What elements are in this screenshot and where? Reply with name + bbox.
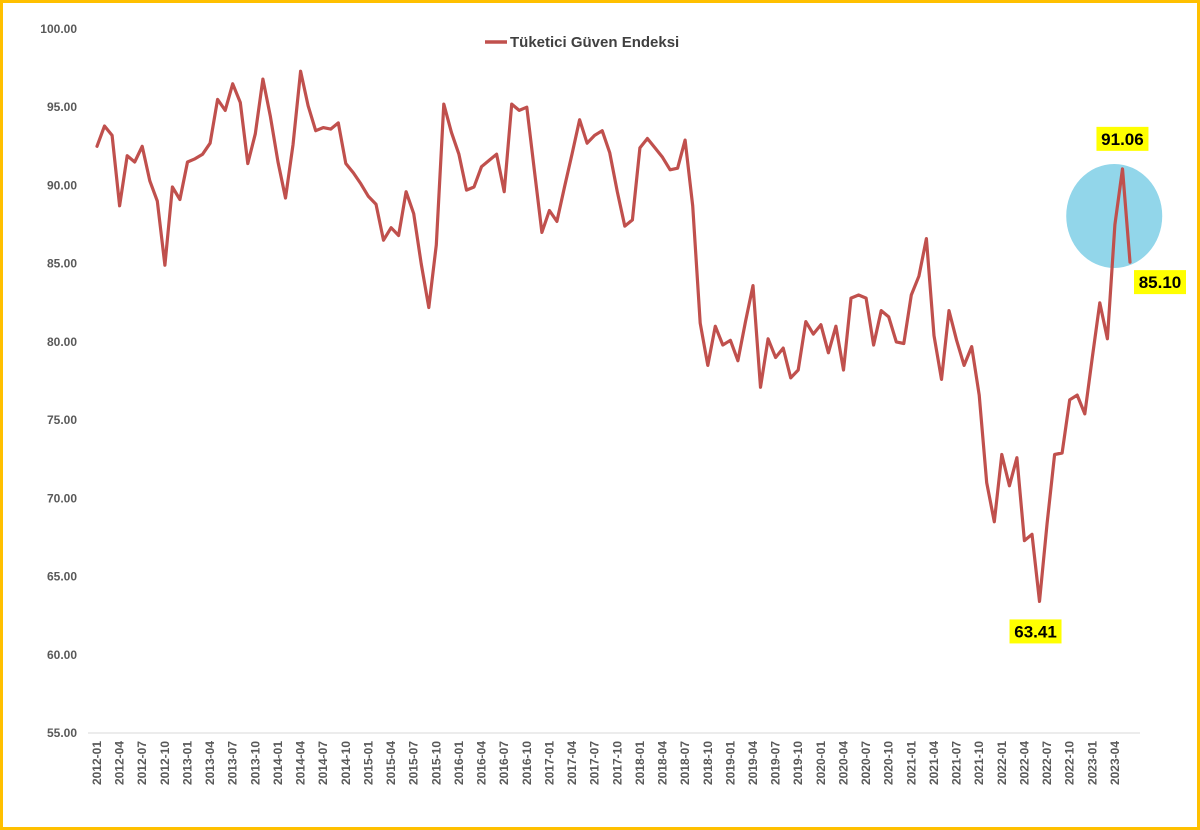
x-tick-label: 2012-01 bbox=[90, 741, 104, 785]
x-tick-label: 2017-01 bbox=[542, 741, 556, 785]
x-tick-label: 2012-10 bbox=[158, 741, 172, 785]
x-tick-label: 2013-10 bbox=[248, 741, 262, 785]
y-tick-label: 65.00 bbox=[47, 570, 77, 584]
y-tick-label: 95.00 bbox=[47, 100, 77, 114]
x-tick-label: 2018-07 bbox=[678, 741, 692, 785]
x-tick-label: 2020-01 bbox=[814, 741, 828, 785]
data-label-background bbox=[1009, 619, 1062, 644]
annotation-layer: 91.06 85.10 63.41 bbox=[1009, 126, 1186, 644]
x-axis: 2012-01 2012-04 2012-07 2012-10 2013-01 2013-… bbox=[88, 732, 1140, 785]
highlight-layer bbox=[1066, 163, 1163, 268]
x-tick-label: 2013-01 bbox=[180, 741, 194, 785]
y-tick-label: 80.00 bbox=[47, 335, 77, 349]
y-tick-label: 60.00 bbox=[47, 648, 77, 662]
x-tick-label: 2016-07 bbox=[497, 741, 511, 785]
data-label-text: 91.06 bbox=[1101, 130, 1144, 149]
y-tick-label: 55.00 bbox=[47, 726, 77, 740]
x-tick-label: 2014-04 bbox=[294, 741, 308, 785]
x-tick-label: 2022-01 bbox=[995, 741, 1009, 785]
x-tick-label: 2018-04 bbox=[656, 741, 670, 785]
y-tick-label: 90.00 bbox=[47, 178, 77, 192]
x-tick-label: 2023-01 bbox=[1085, 741, 1099, 785]
y-tick-label: 85.00 bbox=[47, 257, 77, 271]
x-tick-label: 2016-10 bbox=[520, 741, 534, 785]
x-tick-label: 2016-04 bbox=[475, 741, 489, 785]
x-tick-label: 2015-07 bbox=[407, 741, 421, 785]
data-label: 85.10 bbox=[1134, 270, 1186, 295]
y-tick-label: 100.00 bbox=[40, 22, 77, 36]
x-tick-label: 2012-04 bbox=[113, 741, 127, 785]
series-layer bbox=[95, 69, 1132, 604]
x-tick-label: 2021-07 bbox=[950, 741, 964, 785]
x-tick-label: 2013-07 bbox=[226, 741, 240, 785]
x-tick-label: 2017-07 bbox=[588, 741, 602, 785]
x-tick-label: 2021-10 bbox=[972, 741, 986, 785]
y-axis: 55.00 60.00 65.00 70.00 75.00 80.00 85.00 90.00… bbox=[40, 22, 77, 740]
x-tick-label: 2014-10 bbox=[339, 741, 353, 785]
x-tick-label: 2021-04 bbox=[927, 741, 941, 785]
x-tick-label: 2018-10 bbox=[701, 741, 715, 785]
x-tick-label: 2016-01 bbox=[452, 741, 466, 785]
x-tick-label: 2014-07 bbox=[316, 741, 330, 785]
y-tick-label: 75.00 bbox=[47, 413, 77, 427]
x-tick-label: 2022-07 bbox=[1040, 741, 1054, 785]
series-line bbox=[95, 69, 1132, 604]
highlight-ellipse bbox=[1066, 163, 1163, 268]
data-label: 63.41 bbox=[1009, 619, 1062, 644]
data-label-text: 85.10 bbox=[1139, 273, 1182, 292]
x-tick-label: 2019-10 bbox=[791, 741, 805, 785]
y-tick-label: 70.00 bbox=[47, 491, 77, 505]
x-tick-label: 2019-04 bbox=[746, 741, 760, 785]
x-tick-label: 2019-01 bbox=[723, 741, 737, 785]
x-tick-label: 2020-10 bbox=[882, 741, 896, 785]
x-tick-label: 2020-04 bbox=[836, 741, 850, 785]
x-tick-label: 2012-07 bbox=[135, 741, 149, 785]
x-tick-label: 2017-10 bbox=[610, 741, 624, 785]
x-tick-label: 2015-01 bbox=[361, 741, 375, 785]
x-tick-label: 2015-10 bbox=[429, 741, 443, 785]
x-tick-label: 2022-10 bbox=[1063, 741, 1077, 785]
x-tick-label: 2019-07 bbox=[769, 741, 783, 785]
x-tick-label: 2021-01 bbox=[904, 741, 918, 785]
x-tick-label: 2014-01 bbox=[271, 741, 285, 785]
x-tick-label: 2018-01 bbox=[633, 741, 647, 785]
x-tick-label: 2017-04 bbox=[565, 741, 579, 785]
data-label: 91.06 bbox=[1096, 126, 1149, 151]
legend-label: Tüketici Güven Endeksi bbox=[510, 34, 679, 51]
x-tick-label: 2013-04 bbox=[203, 741, 217, 785]
x-tick-label: 2022-04 bbox=[1017, 741, 1031, 785]
data-label-background bbox=[1134, 270, 1186, 295]
data-label-text: 63.41 bbox=[1014, 622, 1057, 641]
x-tick-label: 2015-04 bbox=[384, 741, 398, 785]
x-tick-label: 2023-04 bbox=[1108, 741, 1122, 785]
data-label-background bbox=[1096, 126, 1149, 151]
x-tick-label: 2020-07 bbox=[859, 741, 873, 785]
legend: Tüketici Güven Endeksi bbox=[485, 34, 679, 51]
